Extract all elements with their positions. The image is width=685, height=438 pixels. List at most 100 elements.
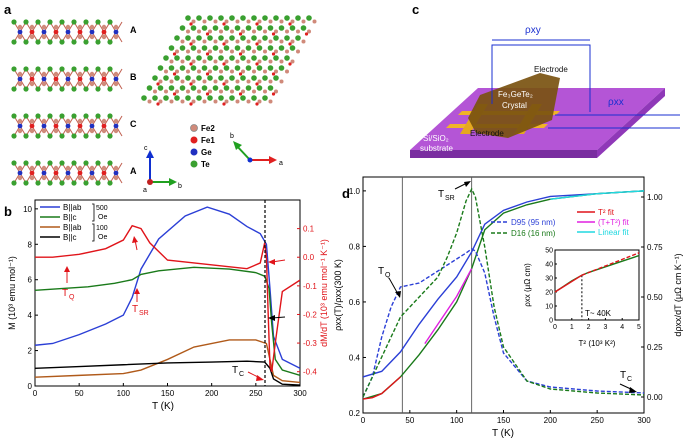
chart-d-xtick-label: 200 [544,416,558,425]
crystal-layer [11,160,123,186]
inset-xtick-label: 2 [587,324,591,331]
chart-b-y2tick-label: -0.4 [303,368,317,377]
crystal-axes-left: c a b [143,145,182,194]
legend-b-3: B||c [63,233,77,242]
chart-d-series-2 [363,248,644,398]
panel-label-c: c [412,2,419,17]
chart-b: 0 50 100 150 200 250 300 0 2 4 6 8 10 0.1 0.0 -0.1 -0.2 -… [7,199,329,412]
tq-sub-b: Q [69,294,75,301]
chart-b-ytick-label: 8 [28,240,33,249]
chart-d-ytick-label: 1.0 [349,187,361,196]
chart-b-annotations: T Q T SR T C [62,236,286,381]
chart-d-series-4 [363,376,401,400]
tq-label-d: T [378,266,384,277]
legend-linearfit: Linear fit [598,228,629,237]
te-atom-icon [190,160,198,168]
legend-b-500: 500 [96,205,108,212]
chart-d-ytick-label: 0.4 [349,353,361,362]
legend-fe2: Fe2 [201,124,215,133]
chart-b-ytick-label: 4 [28,311,33,320]
tc-label-d: T [620,370,626,381]
chart-b-series-0 [35,206,300,369]
chart-d-xlabel: T (K) [492,428,514,438]
inset-ytick-label: 10 [545,304,553,311]
chart-b-y2tick-label: -0.3 [303,339,317,348]
chart-b-legend: B||ab B||c B||ab B||c 500 Oe 100 Oe [40,203,108,242]
crystal-structure [11,15,317,186]
crystal-formula: Fe₃GeTe₂ [498,90,533,99]
chart-d-xtick-label: 0 [361,416,366,425]
rho-xy-label: ρxy [525,25,541,36]
chart-d-ytick-label: 0.2 [349,409,361,418]
legend-t2fit: T² fit [598,208,615,217]
axis-c-label: c [144,145,148,152]
legend-fe1: Fe1 [201,136,215,145]
chart-b-y2tick-label: 0.1 [303,225,315,234]
inset-xlabel: T² (10³ K²) [579,339,616,348]
chart-d-series-6 [550,190,644,200]
chart-d-legend-left: D95 (95 nm) D16 (16 nm) [491,218,556,238]
layer-label-1: A [130,25,137,35]
chart-b-y2label: dM/dT (10³ emu mol⁻¹ K⁻¹) [319,239,329,347]
inset-ytick-label: 20 [545,290,553,297]
chart-d-series-5 [424,268,473,344]
tc-label-b: T [232,365,238,376]
legend-d16: D16 (16 nm) [511,229,556,238]
inset-ytick-label: 40 [545,262,553,269]
chart-b-xtick-label: 150 [161,389,175,398]
chart-b-xtick-label: 0 [33,389,38,398]
chart-d-y2tick-label: 1.00 [647,193,663,202]
chart-b-series-4 [35,224,300,372]
chart-d-xtick-label: 50 [405,416,414,425]
axis-a-label: a [143,187,147,194]
chart-d-xtick-label: 150 [497,416,511,425]
inset-series-1 [554,274,583,293]
legend-b-100: 100 [96,225,108,232]
substrate-side [597,88,665,158]
chart-d-series-3 [363,187,644,398]
ge-atom-icon [190,148,198,156]
electrode-label-bottom: Electrode [470,129,504,138]
chart-d-ytick-label: 0.8 [349,242,361,251]
chart-b-y2tick-label: -0.1 [303,282,317,291]
inset-series-2 [581,252,640,276]
chart-b-y2tick-label: -0.2 [303,310,317,319]
inset-xtick-label: 1 [570,324,574,331]
tc-sub-d: C [627,376,632,383]
legend-b-oe1: Oe [98,214,107,221]
tq-sub-d: Q [385,272,391,279]
inset-xtick-label: 4 [620,324,624,331]
chart-d: 0 50 100 150 200 250 3000.20.40.60.81.00.000.2… [333,176,683,438]
chart-b-xlabel: T (K) [152,401,174,412]
chart-d-y2tick-label: 0.75 [647,243,663,252]
axis-a2-label: a [279,160,283,167]
legend-d95: D95 (95 nm) [511,218,556,227]
inset-ylabel: ρxx (μΩ cm) [523,263,532,307]
crystal-label: Crystal [502,101,527,110]
chart-b-ytick-label: 10 [23,205,32,214]
legend-b-0: B||ab [63,203,82,212]
chart-d-y2tick-label: 0.25 [647,343,663,352]
chart-b-ytick-label: 6 [28,276,33,285]
inset-ytick-label: 30 [545,276,553,283]
rho-xx-label: ρxx [608,97,624,108]
chart-d-xtick-label: 250 [590,416,604,425]
chart-d-ylabel: ρxx(T)/ρxx(300 K) [333,259,343,331]
inset-ytick-label: 50 [545,248,553,255]
chart-d-y2tick-label: 0.00 [647,393,663,402]
inset-ytick-label: 0 [549,318,553,325]
crystal-layer [11,113,123,139]
inset-xtick-label: 0 [553,324,557,331]
crystal-top-view [141,15,317,106]
chart-b-y2tick-label: 0.0 [303,253,315,262]
substrate-front [410,150,597,158]
inset-frame [554,249,640,321]
crystal-flake [468,73,560,138]
layer-label-2: B [130,72,137,82]
chart-b-xtick-label: 250 [249,389,263,398]
panel-label-b: b [4,204,12,219]
chart-d-legend-right: T² fit (T+T²) fit Linear fit [577,208,630,237]
substrate-label-2: substrate [420,144,453,153]
tsr-label-d: T [438,189,444,200]
crystal-layer [11,19,123,45]
